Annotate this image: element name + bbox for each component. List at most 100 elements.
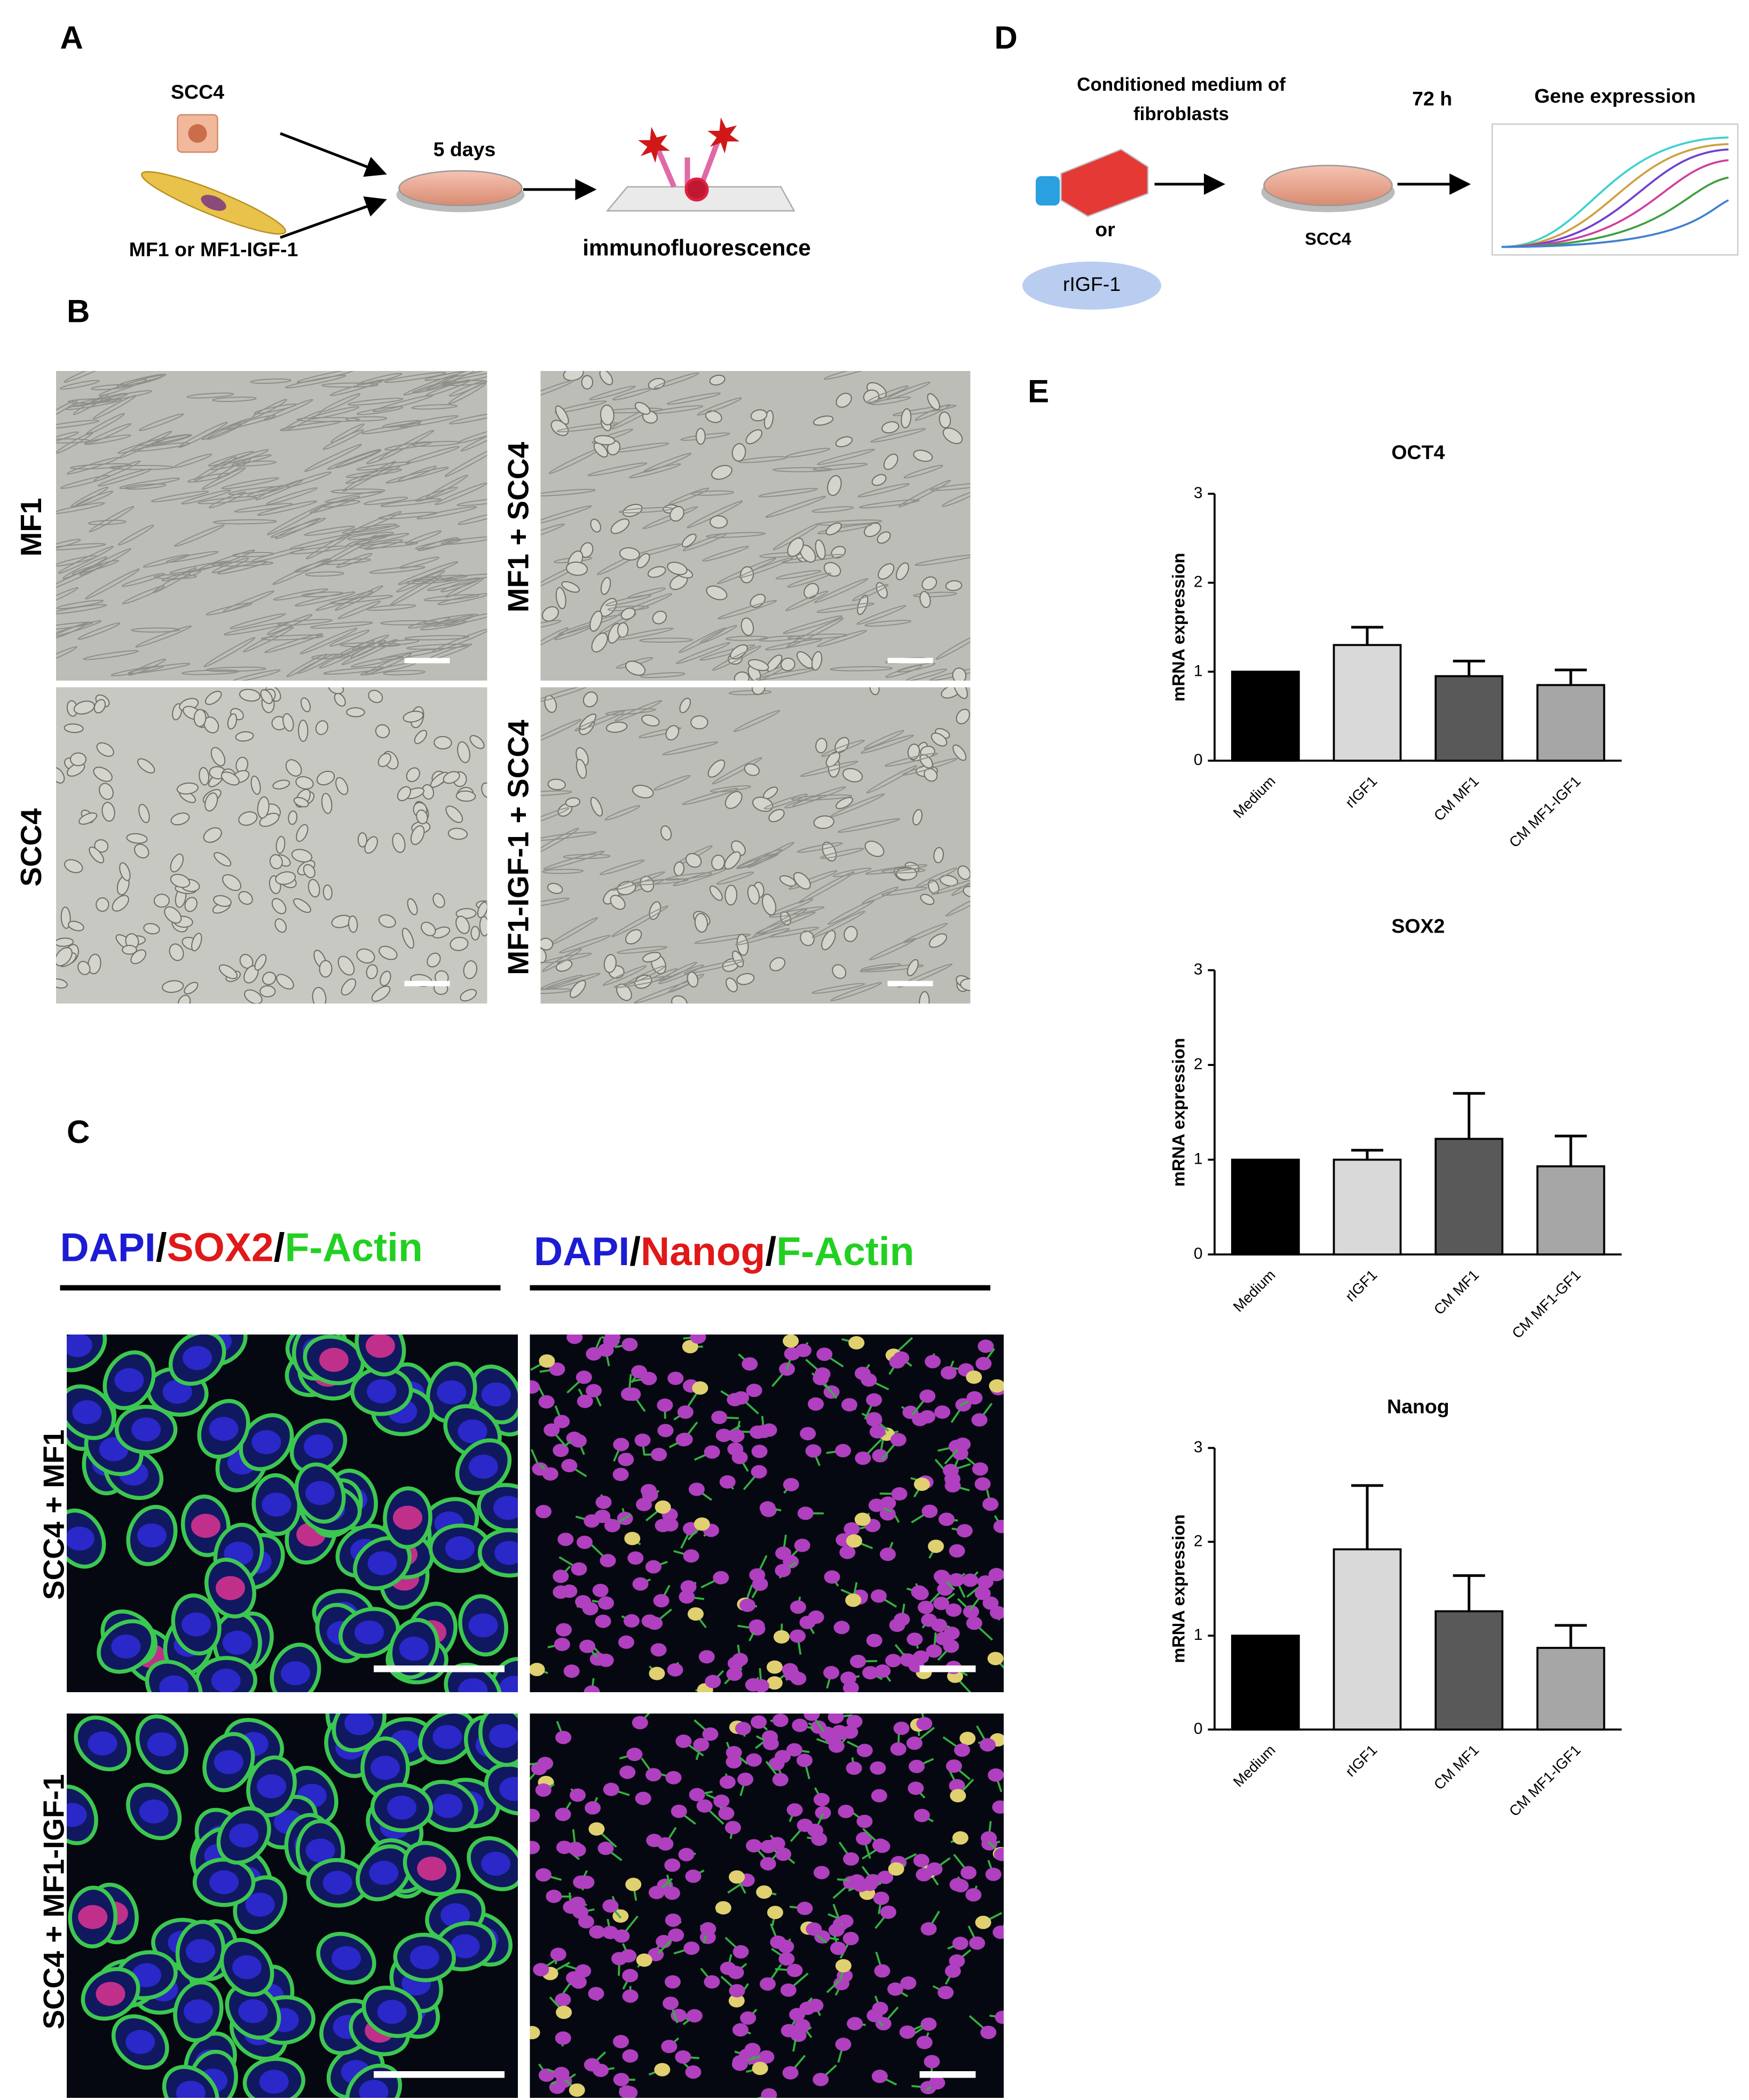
nucleus: [533, 1963, 549, 1977]
nucleus: [683, 1941, 700, 1955]
cell: [747, 885, 760, 905]
nucleus: [604, 1335, 621, 1344]
cell: [683, 959, 745, 974]
cell: [591, 632, 608, 653]
cell: [321, 558, 372, 565]
cell: [540, 974, 584, 990]
cell: [724, 791, 743, 809]
nucleus: [222, 1630, 252, 1655]
nucleus: [814, 1367, 831, 1381]
cell: [135, 625, 192, 648]
nucleus: [186, 1939, 216, 1963]
nucleus: [981, 1831, 997, 1845]
cell: [262, 972, 277, 985]
cell: [358, 541, 418, 549]
cell: [212, 396, 257, 402]
nucleus: [584, 1514, 600, 1528]
cell: [458, 425, 487, 444]
nucleus: [88, 1731, 117, 1756]
chart-title: SOX2: [1391, 914, 1445, 937]
cell: [939, 874, 958, 887]
nucleus: [622, 1969, 639, 1983]
bar: [1536, 1165, 1605, 1256]
nucleus: [588, 1822, 605, 1836]
nucleus: [377, 2000, 407, 2024]
cell: [903, 922, 948, 943]
image-label: MF1 + SCC4: [502, 441, 535, 612]
cell: [667, 562, 688, 575]
cell: [170, 873, 191, 888]
cell: [614, 700, 663, 722]
cell: [305, 571, 344, 577]
nucleus: [715, 1428, 732, 1442]
cell: [618, 507, 673, 514]
cell: [70, 486, 109, 508]
cell: [844, 926, 858, 942]
cell: [653, 775, 691, 791]
nucleus: [899, 2025, 916, 2039]
nucleus: [856, 1831, 872, 1845]
cell: [625, 965, 666, 985]
nucleus: [569, 2083, 585, 2097]
nucleus: [586, 1384, 602, 1398]
cell: [861, 963, 901, 971]
nucleus: [432, 1725, 462, 1749]
cell: [758, 635, 801, 642]
cell: [540, 505, 592, 526]
cell: [648, 378, 666, 390]
cell: [84, 434, 131, 445]
nucleus: [553, 2066, 570, 2080]
nucleus: [387, 1795, 417, 1820]
nucleus: [946, 1603, 962, 1617]
cell: [540, 790, 572, 796]
cell: [92, 395, 136, 420]
nucleus: [613, 2035, 629, 2049]
nucleus: [879, 1548, 896, 1561]
nucleus: [866, 2009, 883, 2023]
nucleus: [732, 2055, 749, 2069]
cell: [59, 380, 100, 390]
cell: [445, 380, 487, 386]
cell: [356, 461, 412, 471]
cell: [460, 989, 477, 1002]
nucleus: [365, 1335, 395, 1358]
cell: [361, 422, 421, 435]
nucleus: [597, 1842, 614, 1856]
nucleus: [550, 1947, 566, 1961]
cell: [128, 658, 167, 676]
cell: [728, 690, 772, 696]
cell: [479, 916, 487, 937]
cell: [565, 561, 588, 576]
nucleus: [921, 1504, 938, 1518]
scale-bar: [404, 658, 450, 664]
nucleus: [783, 1478, 799, 1491]
cell: [558, 615, 618, 636]
cell: [547, 778, 566, 791]
nucleus: [554, 1637, 570, 1651]
nucleus: [499, 1676, 518, 1693]
cell: [632, 785, 654, 799]
cell: [227, 713, 238, 730]
nucleus: [759, 1977, 776, 1991]
nucleus: [649, 1667, 665, 1680]
cell: [747, 842, 794, 869]
cell: [112, 895, 129, 912]
nucleus: [760, 1857, 776, 1870]
nucleus: [835, 1444, 852, 1458]
cell: [697, 397, 742, 416]
cell: [269, 854, 283, 870]
nucleus: [920, 1922, 937, 1936]
cell: [235, 731, 254, 742]
cell: [89, 506, 135, 533]
nucleus: [767, 1906, 783, 1920]
stain-name: F-Actin: [285, 1225, 422, 1269]
cell: [161, 570, 202, 581]
cell: [788, 870, 838, 890]
cell: [716, 871, 754, 885]
cell: [758, 488, 818, 498]
nucleus: [933, 1597, 950, 1610]
cell: [89, 846, 105, 864]
nucleus: [648, 1885, 665, 1899]
cell: [815, 738, 828, 754]
cell: [260, 689, 273, 705]
